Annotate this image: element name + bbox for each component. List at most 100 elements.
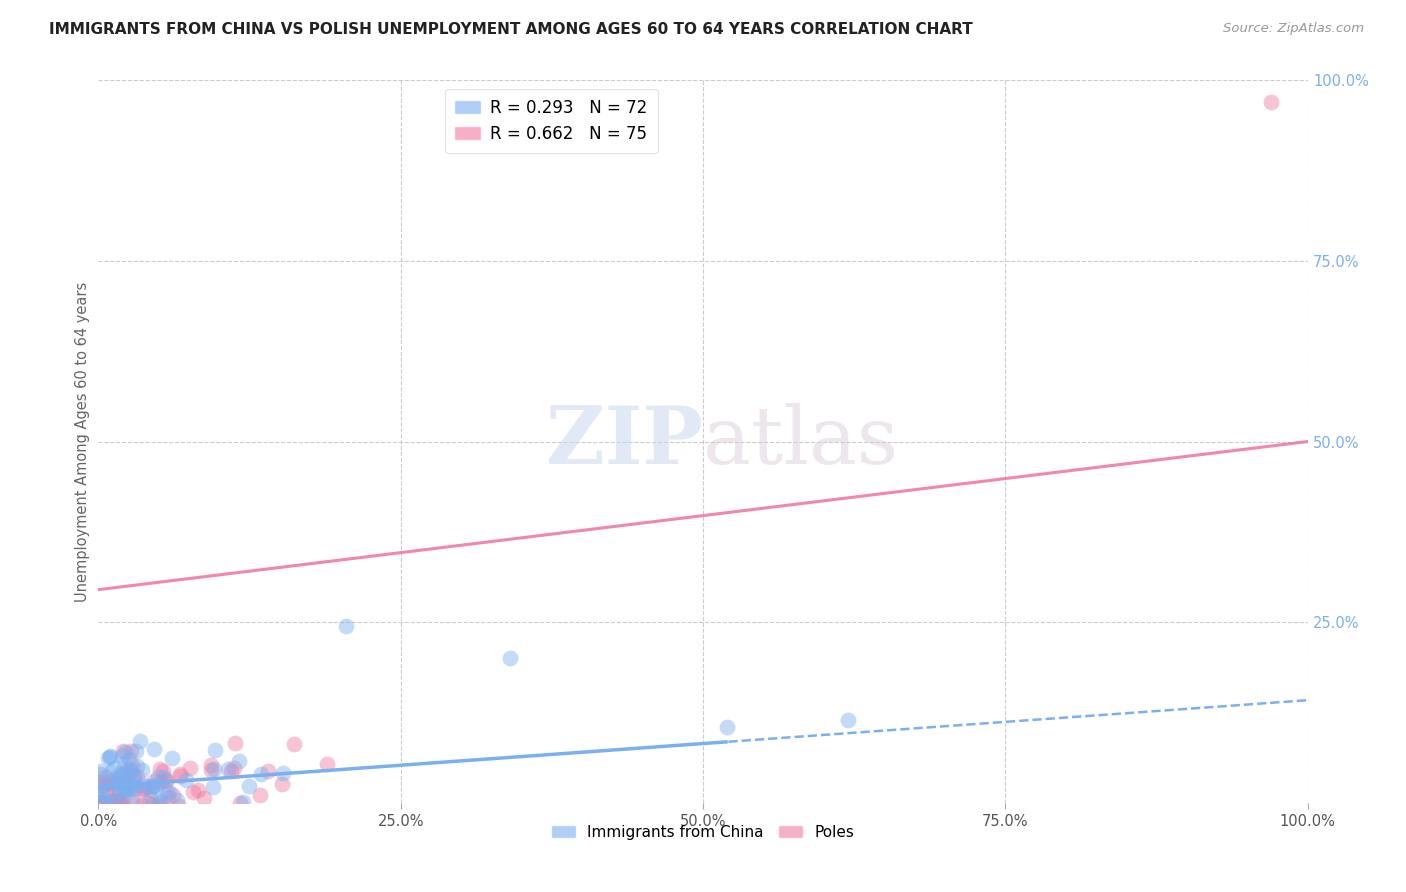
Point — [155, 774, 177, 789]
Point — [217, 763, 239, 777]
Point — [89, 795, 111, 809]
Point — [110, 769, 132, 783]
Point — [131, 763, 153, 777]
Point — [89, 764, 111, 779]
Point — [131, 798, 153, 813]
Point — [143, 774, 166, 789]
Point — [121, 782, 143, 797]
Point — [283, 737, 305, 751]
Point — [141, 780, 163, 794]
Point — [93, 770, 115, 784]
Point — [114, 784, 136, 798]
Point — [204, 743, 226, 757]
Point — [91, 799, 114, 814]
Point — [105, 799, 128, 814]
Point — [125, 744, 148, 758]
Point — [91, 799, 114, 814]
Point — [107, 796, 129, 810]
Point — [111, 744, 134, 758]
Point — [149, 795, 172, 809]
Point — [103, 799, 125, 814]
Point — [132, 778, 155, 792]
Point — [91, 793, 114, 807]
Point — [167, 799, 190, 814]
Point — [112, 799, 135, 814]
Point — [97, 751, 120, 765]
Point — [120, 764, 142, 778]
Point — [115, 763, 138, 777]
Point — [162, 788, 184, 802]
Point — [103, 795, 125, 809]
Point — [91, 795, 114, 809]
Point — [169, 767, 191, 781]
Point — [249, 767, 271, 781]
Point — [166, 793, 188, 807]
Point — [90, 782, 112, 797]
Point — [118, 764, 141, 778]
Point — [91, 795, 114, 809]
Point — [149, 774, 172, 789]
Point — [257, 764, 280, 778]
Point — [96, 779, 118, 793]
Point — [105, 777, 128, 791]
Point — [118, 752, 141, 766]
Point — [149, 795, 172, 809]
Point — [122, 769, 145, 783]
Point — [155, 783, 177, 797]
Point — [157, 790, 180, 805]
Point — [103, 790, 125, 805]
Point — [148, 770, 170, 784]
Point — [90, 799, 112, 814]
Point — [96, 785, 118, 799]
Point — [91, 779, 114, 793]
Point — [152, 770, 174, 784]
Point — [138, 796, 160, 810]
Point — [157, 785, 180, 799]
Point — [145, 781, 167, 796]
Point — [91, 779, 114, 793]
Point — [103, 799, 125, 814]
Point — [112, 781, 135, 796]
Text: ZIP: ZIP — [546, 402, 703, 481]
Point — [200, 764, 222, 778]
Point — [228, 754, 250, 768]
Point — [117, 768, 139, 782]
Point — [98, 797, 121, 812]
Point — [93, 797, 115, 811]
Point — [89, 799, 111, 814]
Point — [145, 797, 167, 811]
Point — [136, 780, 159, 794]
Point — [114, 745, 136, 759]
Point — [103, 776, 125, 790]
Point — [127, 769, 149, 783]
Point — [125, 759, 148, 773]
Point — [115, 782, 138, 797]
Point — [1260, 95, 1282, 109]
Point — [201, 780, 224, 794]
Point — [110, 776, 132, 790]
Point — [108, 795, 131, 809]
Point — [200, 758, 222, 772]
Point — [139, 789, 162, 804]
Point — [315, 757, 337, 772]
Point — [238, 779, 260, 793]
Point — [122, 779, 145, 793]
Point — [101, 799, 124, 814]
Point — [271, 777, 294, 791]
Point — [120, 744, 142, 758]
Point — [98, 749, 121, 764]
Point — [134, 781, 156, 796]
Point — [105, 791, 128, 805]
Point — [122, 770, 145, 784]
Point — [98, 749, 121, 764]
Text: atlas: atlas — [703, 402, 898, 481]
Point — [335, 619, 357, 633]
Point — [181, 785, 204, 799]
Point — [94, 794, 117, 808]
Point — [149, 762, 172, 776]
Point — [141, 797, 163, 811]
Point — [150, 799, 173, 814]
Point — [104, 774, 127, 789]
Point — [193, 791, 215, 805]
Text: Source: ZipAtlas.com: Source: ZipAtlas.com — [1223, 22, 1364, 36]
